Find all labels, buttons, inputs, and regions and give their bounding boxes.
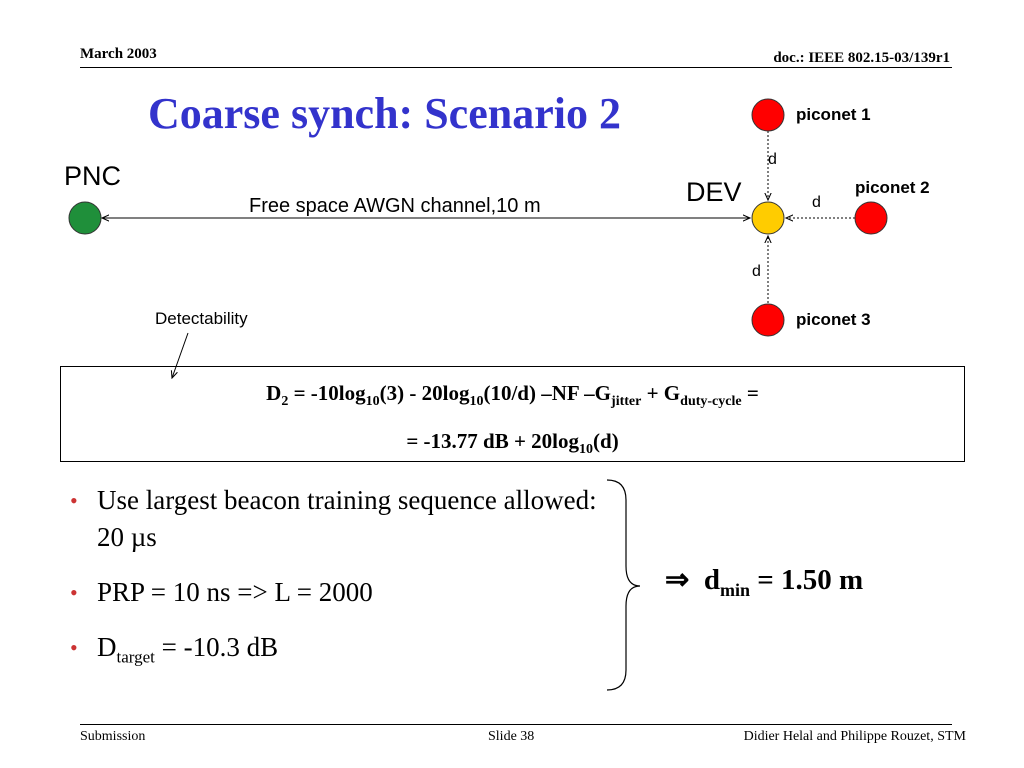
piconet1-label: piconet 1 — [796, 105, 871, 124]
dev-label: DEV — [686, 177, 742, 207]
slide-title: Coarse synch: Scenario 2 — [148, 89, 621, 138]
formula-box: D2 = -10log10(3) - 20log10(10/d) –NF –Gj… — [60, 366, 965, 462]
piconet3-node — [751, 303, 785, 337]
footer-divider — [80, 724, 952, 725]
header-divider — [80, 67, 952, 68]
result-dmin: ⇒ dmin = 1.50 m — [665, 564, 864, 600]
bullet-brace — [606, 479, 641, 691]
header-doc-id: doc.: IEEE 802.15-03/139r1 — [773, 50, 950, 66]
piconet2-node — [854, 201, 888, 235]
footer-authors: Didier Helal and Philippe Rouzet, STM — [743, 729, 966, 744]
bullet-list: • Use largest beacon training sequence a… — [70, 482, 630, 693]
bullet-item: • PRP = 10 ns => L = 2000 — [70, 574, 630, 611]
header-date: March 2003 — [80, 46, 157, 62]
detectability-pointer — [172, 332, 189, 378]
piconet2-label: piconet 2 — [855, 178, 930, 197]
piconet1-node — [751, 98, 785, 132]
piconet3-label: piconet 3 — [796, 310, 871, 329]
distance-label-2: d — [812, 194, 821, 211]
distance-label-1: d — [768, 151, 777, 168]
footer-submission: Submission — [80, 729, 146, 744]
channel-label: Free space AWGN channel,10 m — [249, 195, 541, 217]
implies-icon: ⇒ — [665, 564, 690, 596]
formula-line-2: = -13.77 dB + 20log10(d) — [406, 429, 619, 458]
pnc-label: PNC — [64, 161, 122, 191]
bullet-item: • Use largest beacon training sequence a… — [70, 482, 630, 556]
bullet-dot-icon: • — [70, 635, 78, 660]
detectability-label: Detectability — [155, 309, 248, 328]
formula-line-1: D2 = -10log10(3) - 20log10(10/d) –NF –Gj… — [266, 381, 759, 410]
dev-node — [751, 201, 785, 235]
distance-label-3: d — [752, 263, 761, 280]
footer-slide-number: Slide 38 — [488, 729, 535, 744]
bullet-item: • Dtarget = -10.3 dB — [70, 629, 630, 675]
bullet-dot-icon: • — [70, 580, 78, 605]
pnc-node — [68, 201, 102, 235]
bullet-dot-icon: • — [70, 488, 78, 513]
